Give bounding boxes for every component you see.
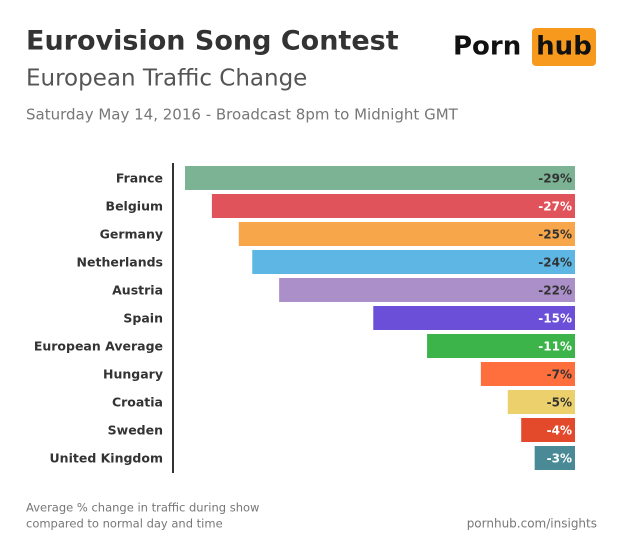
value-label: -3% bbox=[547, 452, 572, 466]
bar bbox=[373, 306, 575, 330]
value-label: -7% bbox=[547, 368, 572, 382]
value-label: -29% bbox=[538, 172, 572, 186]
category-label: Belgium bbox=[106, 199, 163, 214]
value-label: -24% bbox=[538, 256, 572, 270]
note-line: Average % change in traffic during show bbox=[26, 501, 259, 515]
bar bbox=[534, 446, 575, 470]
brand-right: hub bbox=[536, 32, 592, 62]
category-label: Germany bbox=[100, 227, 163, 242]
value-label: -5% bbox=[547, 396, 572, 410]
bar bbox=[252, 250, 575, 274]
bar bbox=[185, 166, 575, 190]
value-label: -27% bbox=[538, 200, 572, 214]
category-label: United Kingdom bbox=[50, 451, 163, 466]
bar bbox=[279, 278, 575, 302]
category-label: Spain bbox=[123, 311, 163, 326]
value-label: -4% bbox=[547, 424, 572, 438]
category-label: Netherlands bbox=[77, 255, 163, 270]
category-label: European Average bbox=[34, 339, 163, 354]
brand-left: Porn bbox=[453, 32, 521, 62]
bar bbox=[507, 390, 575, 414]
category-label: Sweden bbox=[108, 423, 163, 438]
chart-title: Eurovision Song Contest bbox=[26, 26, 399, 57]
chart-subtitle: European Traffic Change bbox=[26, 66, 307, 92]
value-label: -15% bbox=[538, 312, 572, 326]
brand-badge bbox=[532, 28, 596, 66]
bar bbox=[521, 418, 575, 442]
note-line: compared to normal day and time bbox=[26, 517, 223, 531]
chart-date: Saturday May 14, 2016 - Broadcast 8pm to… bbox=[26, 106, 459, 124]
source: pornhub.com/insights bbox=[467, 517, 597, 531]
bar bbox=[480, 362, 575, 386]
value-label: -22% bbox=[538, 284, 572, 298]
bar bbox=[211, 194, 575, 218]
category-label: Austria bbox=[112, 283, 163, 298]
value-label: -11% bbox=[538, 340, 572, 354]
category-label: Hungary bbox=[103, 367, 163, 382]
value-label: -25% bbox=[538, 228, 572, 242]
category-label: France bbox=[116, 171, 163, 186]
bar bbox=[427, 334, 575, 358]
category-label: Croatia bbox=[112, 395, 163, 410]
bar bbox=[238, 222, 576, 246]
